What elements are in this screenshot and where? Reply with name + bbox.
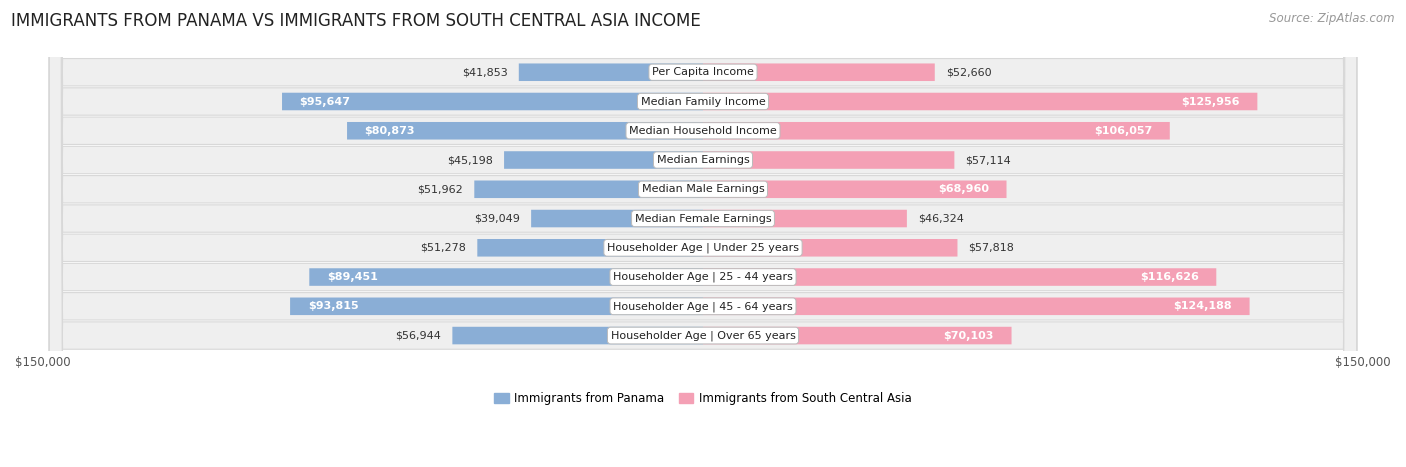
FancyBboxPatch shape <box>703 239 957 256</box>
Legend: Immigrants from Panama, Immigrants from South Central Asia: Immigrants from Panama, Immigrants from … <box>489 387 917 410</box>
Text: Householder Age | 45 - 64 years: Householder Age | 45 - 64 years <box>613 301 793 311</box>
Text: Per Capita Income: Per Capita Income <box>652 67 754 77</box>
FancyBboxPatch shape <box>49 0 1357 467</box>
Text: IMMIGRANTS FROM PANAMA VS IMMIGRANTS FROM SOUTH CENTRAL ASIA INCOME: IMMIGRANTS FROM PANAMA VS IMMIGRANTS FRO… <box>11 12 702 30</box>
Text: $116,626: $116,626 <box>1140 272 1199 282</box>
FancyBboxPatch shape <box>49 0 1357 467</box>
Text: $45,198: $45,198 <box>447 155 494 165</box>
Text: Source: ZipAtlas.com: Source: ZipAtlas.com <box>1270 12 1395 25</box>
Text: $46,324: $46,324 <box>918 213 963 224</box>
FancyBboxPatch shape <box>309 268 703 286</box>
FancyBboxPatch shape <box>474 181 703 198</box>
FancyBboxPatch shape <box>703 327 1011 344</box>
Text: $89,451: $89,451 <box>328 272 378 282</box>
Text: $124,188: $124,188 <box>1174 301 1232 311</box>
FancyBboxPatch shape <box>703 181 1007 198</box>
FancyBboxPatch shape <box>703 93 1257 110</box>
FancyBboxPatch shape <box>49 0 1357 467</box>
Text: Median Earnings: Median Earnings <box>657 155 749 165</box>
FancyBboxPatch shape <box>49 0 1357 467</box>
Text: $56,944: $56,944 <box>395 331 441 340</box>
FancyBboxPatch shape <box>49 0 1357 467</box>
FancyBboxPatch shape <box>703 297 1250 315</box>
Text: $93,815: $93,815 <box>308 301 359 311</box>
FancyBboxPatch shape <box>477 239 703 256</box>
FancyBboxPatch shape <box>453 327 703 344</box>
Text: $41,853: $41,853 <box>463 67 508 77</box>
FancyBboxPatch shape <box>703 64 935 81</box>
Text: $57,818: $57,818 <box>969 243 1014 253</box>
FancyBboxPatch shape <box>703 122 1170 140</box>
Text: Householder Age | Over 65 years: Householder Age | Over 65 years <box>610 330 796 341</box>
Text: $57,114: $57,114 <box>966 155 1011 165</box>
Text: $68,960: $68,960 <box>938 184 988 194</box>
FancyBboxPatch shape <box>519 64 703 81</box>
FancyBboxPatch shape <box>290 297 703 315</box>
FancyBboxPatch shape <box>703 268 1216 286</box>
FancyBboxPatch shape <box>347 122 703 140</box>
Text: $70,103: $70,103 <box>943 331 994 340</box>
FancyBboxPatch shape <box>703 151 955 169</box>
Text: Householder Age | 25 - 44 years: Householder Age | 25 - 44 years <box>613 272 793 282</box>
FancyBboxPatch shape <box>49 0 1357 467</box>
FancyBboxPatch shape <box>49 0 1357 467</box>
Text: $106,057: $106,057 <box>1094 126 1152 136</box>
FancyBboxPatch shape <box>703 210 907 227</box>
Text: Median Household Income: Median Household Income <box>628 126 778 136</box>
FancyBboxPatch shape <box>49 0 1357 467</box>
Text: $51,278: $51,278 <box>420 243 467 253</box>
FancyBboxPatch shape <box>283 93 703 110</box>
Text: Median Male Earnings: Median Male Earnings <box>641 184 765 194</box>
Text: Householder Age | Under 25 years: Householder Age | Under 25 years <box>607 242 799 253</box>
Text: Median Family Income: Median Family Income <box>641 97 765 106</box>
Text: $51,962: $51,962 <box>418 184 464 194</box>
Text: $125,956: $125,956 <box>1181 97 1240 106</box>
FancyBboxPatch shape <box>505 151 703 169</box>
FancyBboxPatch shape <box>531 210 703 227</box>
FancyBboxPatch shape <box>49 0 1357 467</box>
Text: Median Female Earnings: Median Female Earnings <box>634 213 772 224</box>
Text: $80,873: $80,873 <box>364 126 415 136</box>
Text: $52,660: $52,660 <box>946 67 991 77</box>
Text: $95,647: $95,647 <box>299 97 350 106</box>
Text: $39,049: $39,049 <box>474 213 520 224</box>
FancyBboxPatch shape <box>49 0 1357 467</box>
